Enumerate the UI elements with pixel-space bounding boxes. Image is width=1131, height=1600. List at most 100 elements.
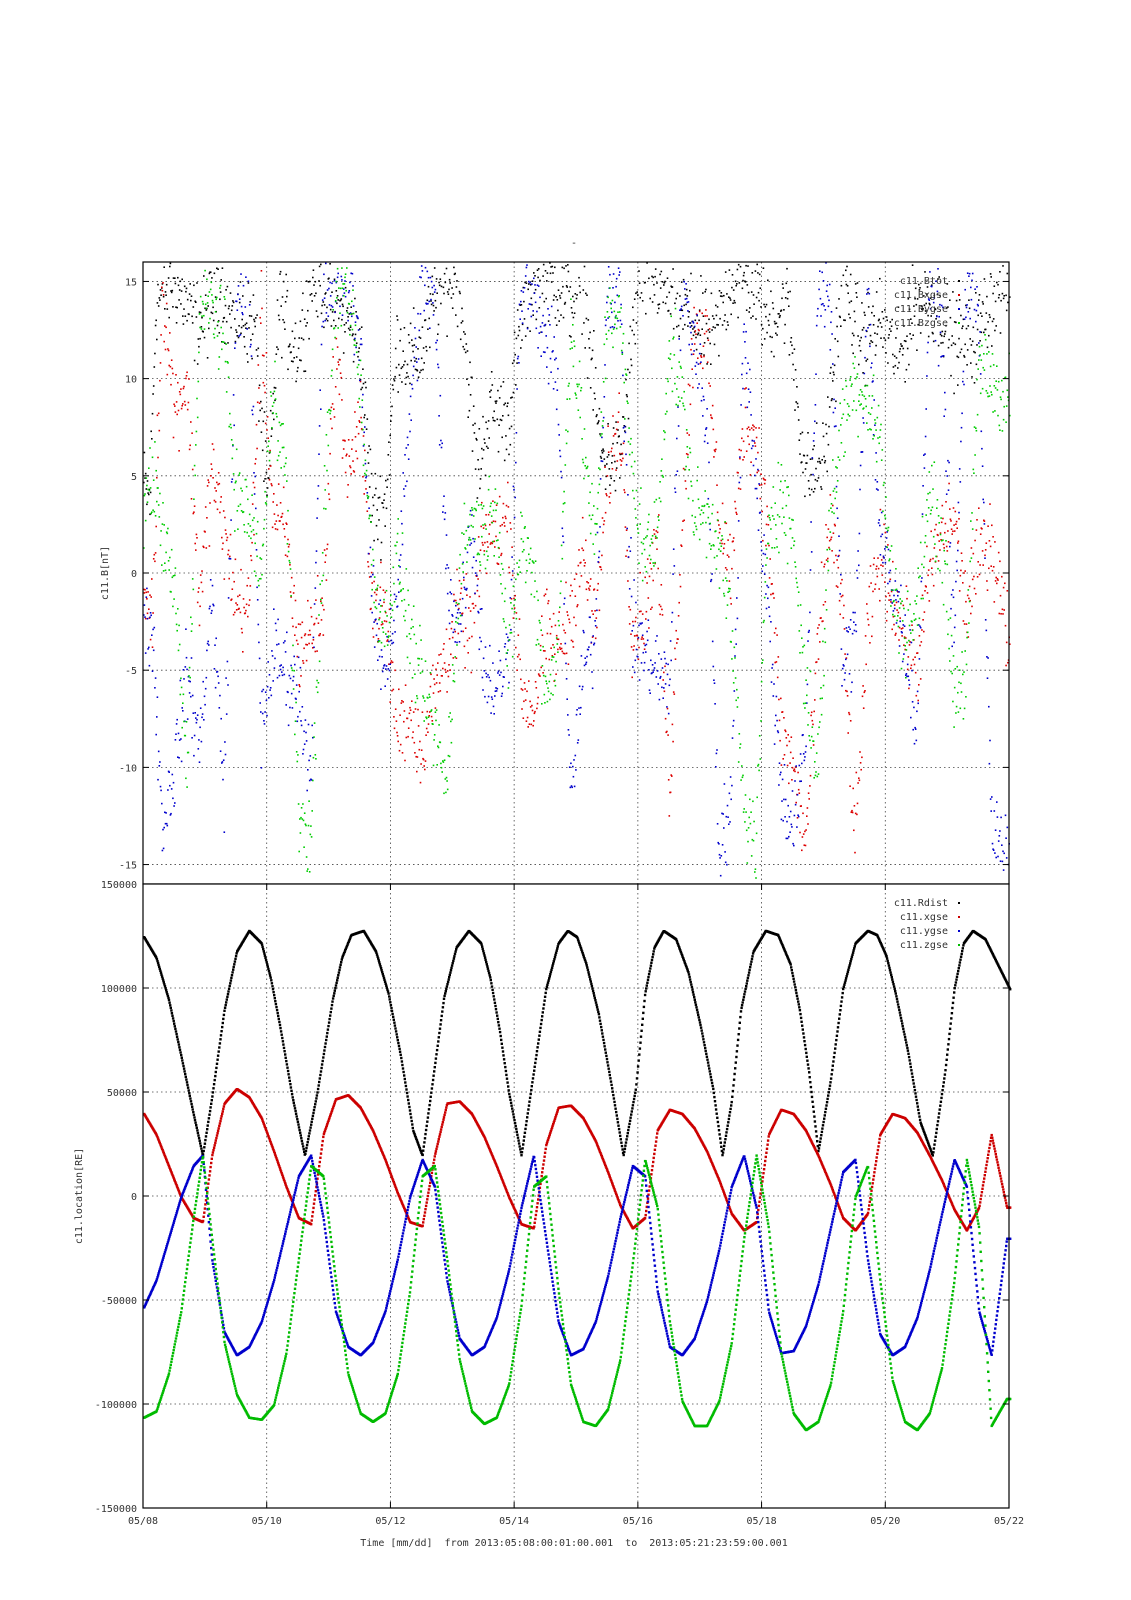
data-point (264, 502, 267, 504)
data-point (215, 298, 217, 301)
data-point (378, 496, 381, 499)
data-point (664, 280, 666, 283)
data-point (154, 352, 156, 355)
data-point (788, 782, 790, 785)
data-point (420, 763, 422, 765)
data-point (202, 303, 204, 305)
data-point (169, 265, 171, 268)
data-point (812, 723, 814, 726)
data-point (449, 669, 451, 671)
data-point (669, 791, 672, 794)
data-point (745, 450, 748, 452)
data-point (420, 639, 422, 641)
data-point (589, 616, 591, 619)
data-point (810, 488, 813, 491)
data-point (923, 295, 925, 297)
data-point (423, 720, 425, 722)
data-point (776, 326, 779, 328)
data-point (347, 319, 349, 322)
data-point (724, 861, 727, 864)
data-point (620, 349, 623, 352)
data-point (970, 298, 973, 301)
data-point (871, 635, 873, 638)
data-point (317, 622, 320, 624)
data-point (624, 425, 626, 428)
data-point (433, 739, 435, 741)
data-point (484, 524, 487, 527)
data-point (446, 788, 449, 791)
data-point (354, 339, 356, 342)
data-point (837, 566, 840, 569)
data-point (458, 641, 461, 643)
data-point (758, 484, 761, 486)
data-point (583, 664, 586, 667)
data-point (408, 341, 411, 344)
data-point (488, 533, 490, 535)
data-point (913, 706, 915, 709)
data-point (456, 568, 458, 571)
data-point (193, 359, 196, 362)
data-point (580, 389, 582, 392)
data-point (276, 643, 278, 646)
data-point (692, 322, 695, 324)
data-point (653, 529, 655, 531)
data-point (209, 579, 212, 581)
data-point (516, 655, 519, 658)
data-point (903, 644, 905, 646)
data-point (602, 426, 604, 429)
data-point (694, 330, 697, 332)
data-point (675, 474, 677, 476)
data-point (707, 497, 710, 500)
data-point (602, 450, 605, 452)
data-point (908, 644, 911, 646)
data-point (429, 327, 431, 329)
data-point (708, 318, 710, 321)
data-point (587, 582, 590, 584)
data-point (459, 338, 462, 341)
data-point (175, 401, 178, 403)
data-point (729, 597, 732, 600)
data-point (988, 705, 990, 708)
data-point (425, 734, 427, 736)
data-point (808, 487, 810, 490)
data-point (614, 323, 616, 326)
data-point (353, 338, 356, 341)
data-point (947, 541, 950, 543)
data-point (255, 423, 258, 426)
data-point (380, 605, 382, 607)
data-point (859, 488, 861, 491)
data-point (266, 429, 268, 431)
data-point (567, 614, 569, 617)
data-point (262, 420, 265, 423)
data-point (808, 629, 810, 632)
data-point (461, 614, 463, 617)
data-point (887, 592, 890, 594)
data-point (161, 289, 164, 292)
data-point (392, 388, 395, 391)
data-point (360, 338, 362, 340)
data-point (664, 413, 667, 415)
data-point (754, 474, 756, 477)
data-point (985, 312, 988, 314)
data-point (905, 368, 908, 371)
data-point (147, 488, 149, 491)
data-point (708, 461, 710, 464)
data-point (932, 332, 934, 335)
data-point (825, 524, 827, 526)
data-point (906, 675, 908, 678)
data-point (625, 464, 628, 466)
data-point (420, 749, 423, 751)
data-point (308, 642, 310, 645)
data-point (460, 322, 463, 324)
data-point (543, 594, 546, 597)
data-point (900, 343, 902, 345)
data-point (438, 724, 440, 726)
data-point (605, 319, 607, 321)
data-point (807, 823, 809, 825)
data-point (891, 628, 893, 631)
data-point (543, 300, 546, 303)
data-point (309, 833, 312, 836)
data-point (277, 483, 280, 485)
data-point (531, 704, 533, 707)
data-point (443, 495, 445, 497)
